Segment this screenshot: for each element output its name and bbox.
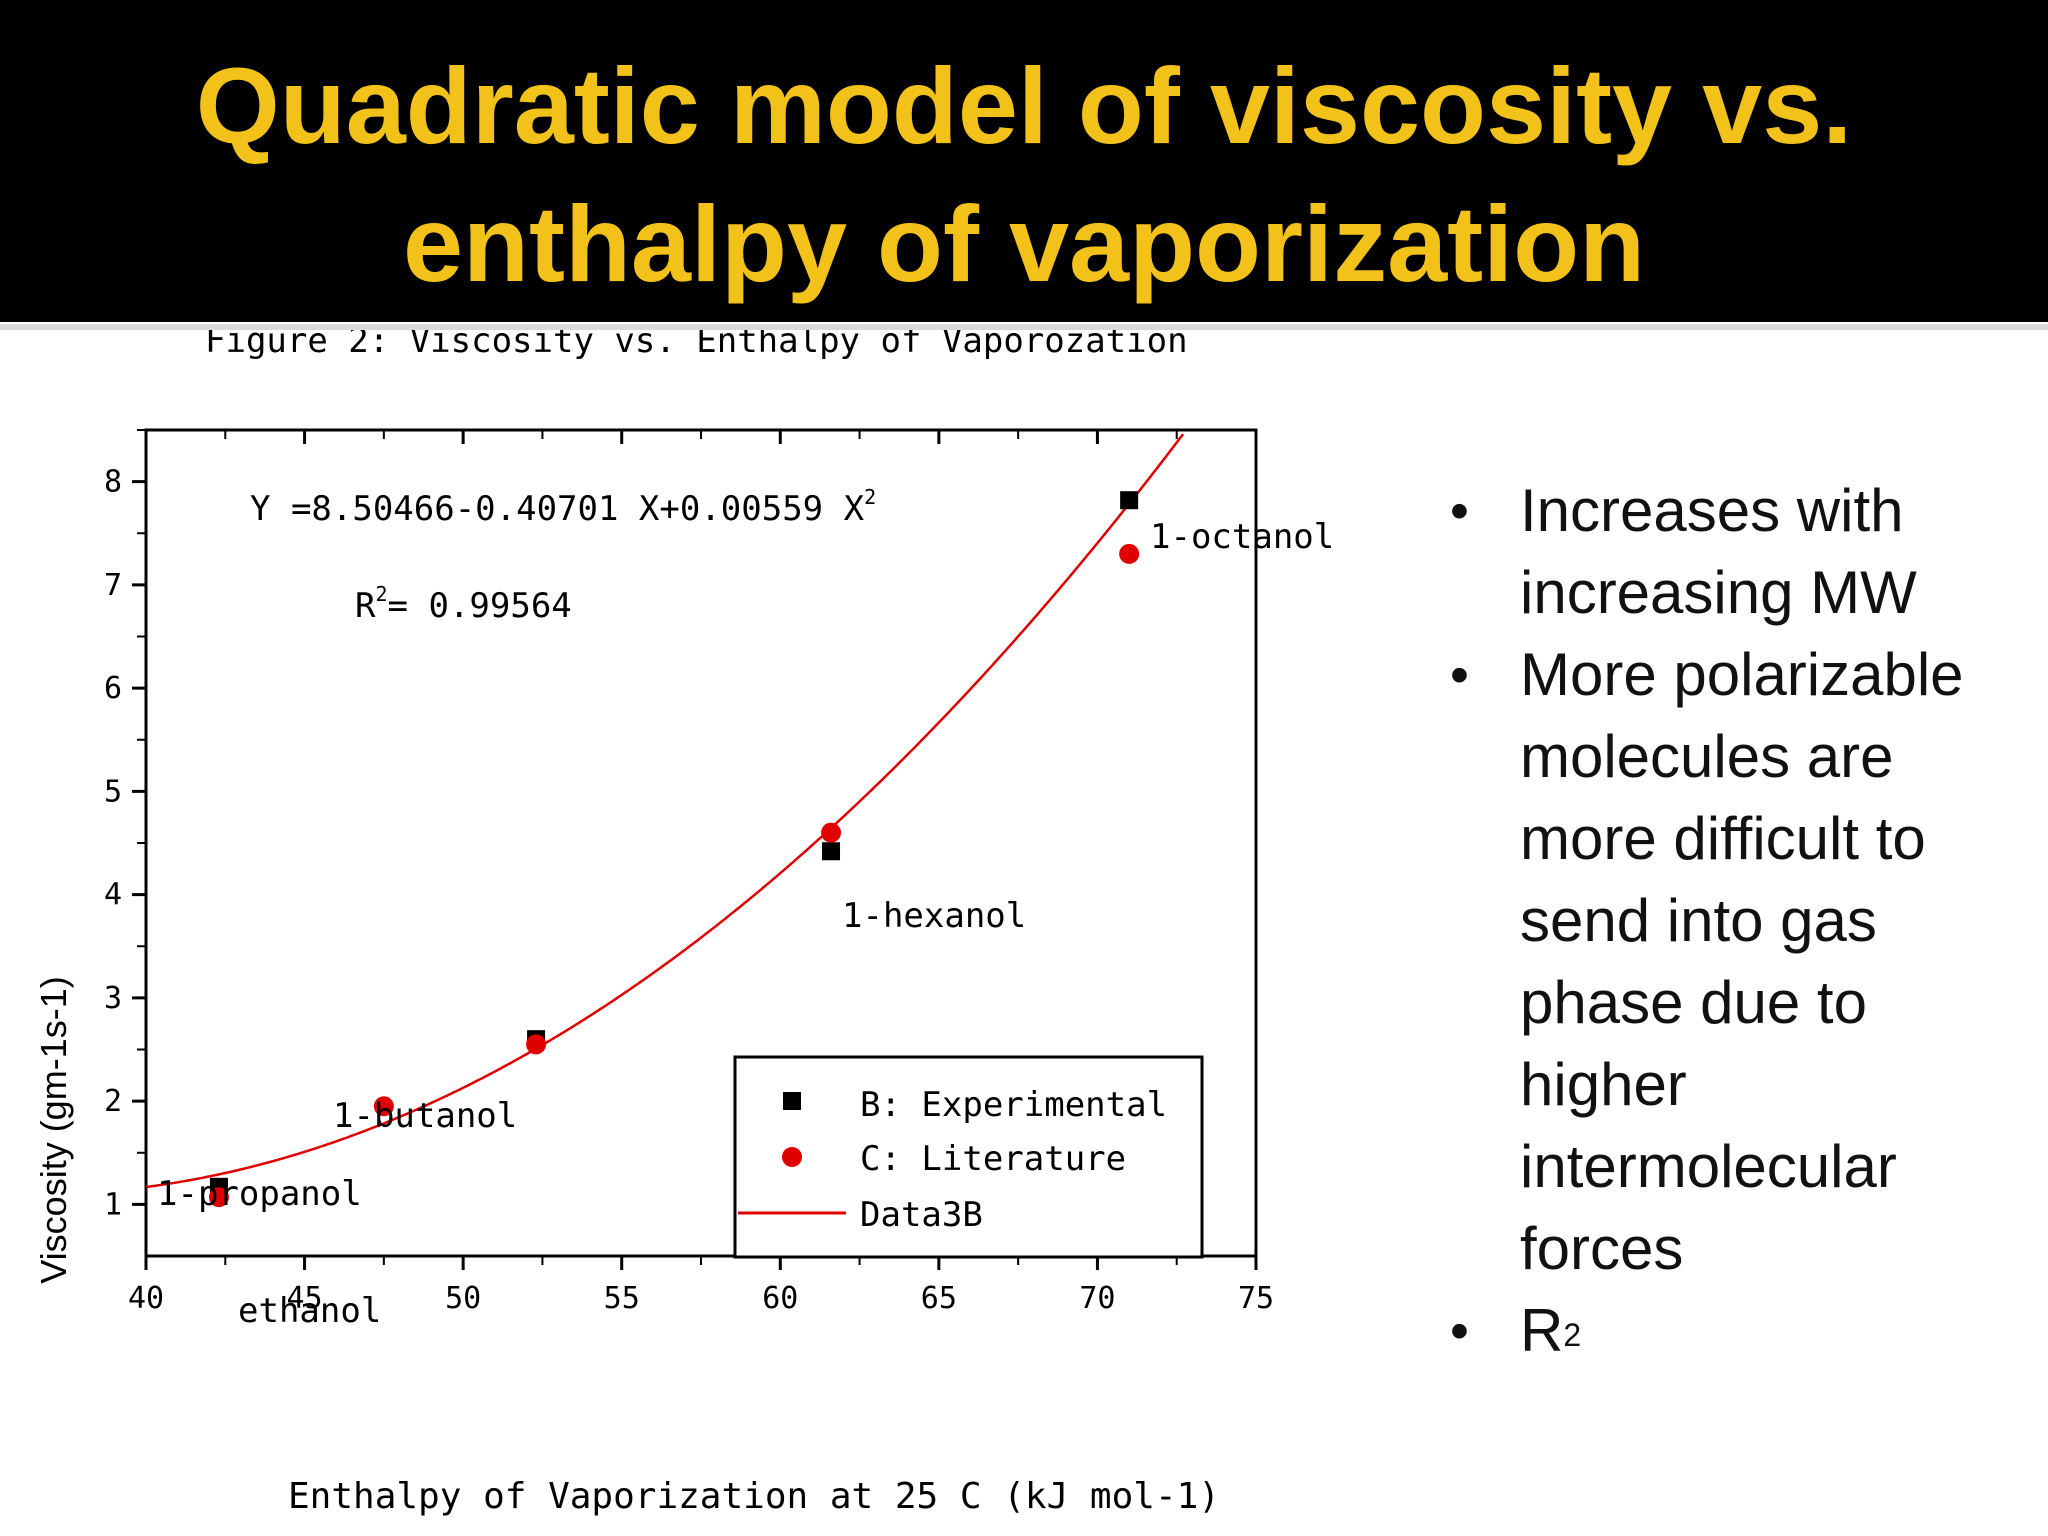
y-tick-label: 4	[104, 878, 122, 913]
bullet-list: • Increases with increasing MW • More pola…	[1450, 470, 2010, 1372]
y-tick-label: 5	[104, 774, 122, 809]
point-experimental	[822, 842, 841, 861]
x-axis-label: Enthalpy of Vaporization at 25 C (kJ mol…	[288, 1476, 1220, 1517]
legend-marker-literature	[782, 1147, 802, 1167]
legend-box	[733, 1055, 1204, 1259]
point-literature	[1119, 543, 1140, 564]
x-tick-label: 75	[1238, 1281, 1274, 1316]
bullet-item: • Increases with increasing MW	[1450, 470, 2010, 634]
data-points	[208, 491, 1140, 1208]
legend-label-experimental: B: Experimental	[860, 1085, 1167, 1125]
legend-label-fit: Data3B	[860, 1195, 983, 1235]
annotation-1-hexanol: 1-hexanol	[842, 896, 1026, 936]
title-bar: Quadratic model of viscosity vs. enthalp…	[0, 0, 2048, 330]
bullet-text: More polarizable molecules are more diff…	[1520, 641, 1964, 1282]
bullet-dot: •	[1450, 1301, 1469, 1361]
x-tick-label: 55	[604, 1281, 640, 1316]
bullet-r2: R	[1520, 1297, 1564, 1364]
y-tick-label: 8	[104, 465, 122, 500]
y-tick-label: 1	[104, 1187, 122, 1222]
annotation-1-octanol: 1-octanol	[1150, 517, 1334, 557]
x-tick-label: 40	[128, 1281, 164, 1316]
title-divider	[0, 324, 2048, 330]
bullet-text: Increases with increasing MW	[1520, 477, 1917, 626]
annotation-1-butanol: 1-butanol	[333, 1096, 517, 1136]
point-literature	[208, 1187, 229, 1208]
y-tick-label: 2	[104, 1084, 122, 1119]
fit-equation: Y =8.50466-0.40701 X+0.00559 X2	[250, 485, 876, 529]
point-literature	[373, 1096, 394, 1117]
bullet-dot: •	[1450, 481, 1469, 541]
bullet-dot: •	[1450, 645, 1469, 705]
bullet-item: • R2	[1450, 1290, 2010, 1372]
bullet-r2-sup: 2	[1563, 1317, 1582, 1353]
fit-curve	[145, 433, 1185, 1189]
fit-equation-sup: 2	[864, 485, 876, 509]
point-literature	[526, 1034, 547, 1055]
legend-label-literature: C: Literature	[860, 1139, 1126, 1179]
slide-title-line-2: enthalpy of vaporization	[402, 183, 1646, 304]
bullet-item: • More polarizable molecules are more dif…	[1450, 634, 2010, 1290]
y-axis-label: Viscosity (gm-1s-1)	[33, 976, 74, 1283]
viscosity-chart: Figure 2: Viscosity vs. Enthalpy of Vapo…	[33, 330, 1334, 1517]
legend-marker-experimental	[783, 1092, 801, 1110]
y-tick-label: 3	[104, 981, 122, 1016]
x-tick-label: 70	[1079, 1281, 1115, 1316]
x-tick-label: 65	[921, 1281, 957, 1316]
y-tick-label: 6	[104, 671, 122, 706]
x-tick-label: 50	[445, 1281, 481, 1316]
annotation-ethanol: ethanol	[238, 1291, 381, 1331]
point-literature	[821, 822, 842, 843]
y-tick-label: 7	[104, 568, 122, 603]
x-tick-label: 60	[762, 1281, 798, 1316]
slide-title-line-1: Quadratic model of viscosity vs.	[195, 45, 1853, 166]
r2-sup: 2	[375, 582, 387, 606]
point-experimental	[1120, 491, 1139, 510]
x-tick-label: 45	[287, 1281, 323, 1316]
chart-title: Figure 2: Viscosity vs. Enthalpy of Vapo…	[205, 330, 1188, 361]
legend: B: Experimental C: Literature Data3B	[733, 1055, 1204, 1259]
r2-label: R2= 0.99564	[355, 582, 572, 626]
annotation-1-propanol: 1-propanol	[157, 1174, 362, 1214]
